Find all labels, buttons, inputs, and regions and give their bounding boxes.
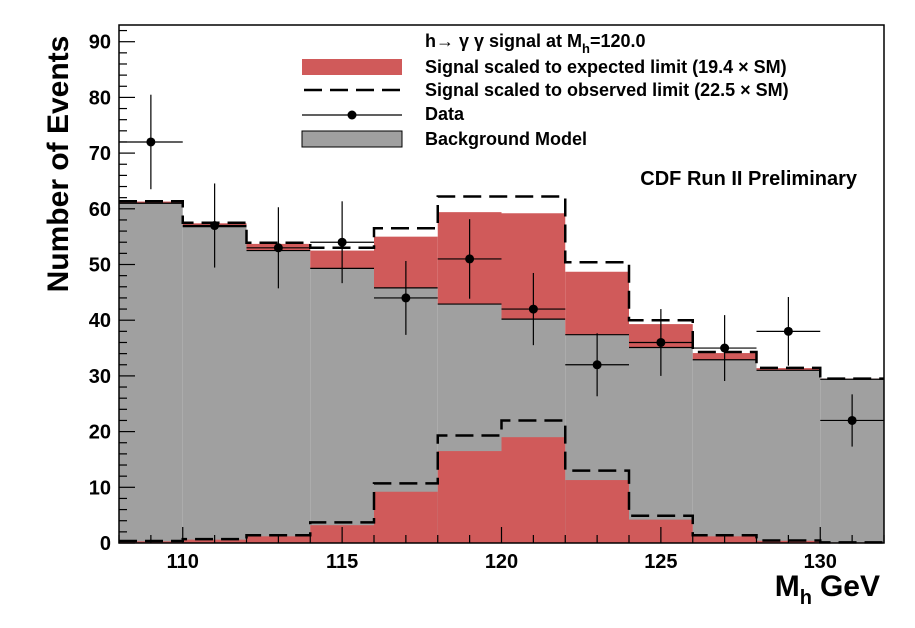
x-axis-label: Mh GeV [775,570,880,609]
data-point-marker-0 [146,137,156,147]
data-point-marker-3 [337,237,347,247]
legend-swatch-expected [302,59,402,75]
data-points [119,94,884,447]
data-point-7 [565,333,629,397]
x-axis-label-unit: GeV [820,570,880,603]
data-point-marker-11 [847,415,857,425]
y-tick-label-30: 30 [89,366,111,388]
x-axis-label-main: M [775,570,800,603]
legend-swatch-data-marker [347,110,357,120]
y-tick-label-70: 70 [89,143,111,165]
signal-only-bin-6 [501,437,566,543]
data-point-marker-4 [401,293,411,303]
x-tick-label-115: 115 [326,551,358,573]
legend-entry-data: Data [425,104,465,124]
data-point-2 [246,207,311,289]
background-bin-1 [182,226,247,543]
x-tick-label-125: 125 [644,551,677,573]
experiment-annotation: CDF Run II Preliminary [640,168,858,190]
legend-entry-expected: Signal scaled to expected limit (19.4 × … [425,57,787,77]
data-point-4 [374,260,438,335]
data-point-1 [182,183,247,268]
x-tick-label-110: 110 [167,551,199,573]
data-point-marker-8 [656,337,666,347]
y-tick-label-60: 60 [89,199,111,221]
y-tick-label-80: 80 [89,87,111,109]
data-point-marker-2 [273,243,283,253]
data-point-0 [119,94,183,190]
background-bin-0 [119,203,183,543]
data-point-marker-5 [465,254,475,264]
background-bin-9 [692,359,757,543]
data-point-marker-1 [210,221,220,231]
background-bin-3 [310,268,374,543]
y-tick-label-40: 40 [89,310,111,332]
signal-only-bin-4 [374,491,438,543]
y-tick-label-20: 20 [89,422,111,444]
signal-only-bin-7 [565,480,629,543]
signal-stacked-bin-10 [756,368,821,371]
background-bin-8 [629,347,693,543]
data-point-10 [756,297,821,366]
y-tick-label-50: 50 [89,255,111,277]
data-point-marker-9 [720,343,730,353]
x-axis-label-sub: h [800,587,812,609]
y-tick-label-0: 0 [100,533,111,555]
data-point-marker-6 [528,304,538,314]
x-tick-label-130: 130 [804,551,837,573]
signal-only-bin-5 [437,451,502,543]
y-tick-label-10: 10 [89,477,111,499]
data-point-6 [501,272,566,346]
x-tick-label-120: 120 [485,551,518,573]
legend-title: h→ γ γ signal at Mh=120.0 [425,31,646,56]
data-point-9 [692,315,757,382]
observed-limit-stacked-line [119,195,884,380]
signal-stacked-bin-7 [565,271,629,335]
y-axis-label: Number of Events [42,36,75,293]
data-point-marker-7 [592,360,602,370]
legend-entry-observed: Signal scaled to observed limit (22.5 × … [425,80,789,100]
data-point-8 [629,309,693,376]
axes: 0 10 20 30 40 50 60 70 80 90 110 115 120 125 130 [89,29,885,573]
signal-only-histogram [119,437,884,543]
background-bin-2 [246,250,311,544]
data-point-3 [310,201,374,284]
data-point-11 [820,394,884,447]
data-point-5 [437,219,502,299]
background-bin-10 [756,370,821,543]
legend-entry-background: Background Model [425,129,587,149]
data-point-marker-10 [783,326,793,336]
legend: h→ γ γ signal at Mh=120.0 Signal scaled … [301,31,789,149]
y-tick-label-90: 90 [89,32,111,54]
legend-swatch-background [301,130,403,148]
